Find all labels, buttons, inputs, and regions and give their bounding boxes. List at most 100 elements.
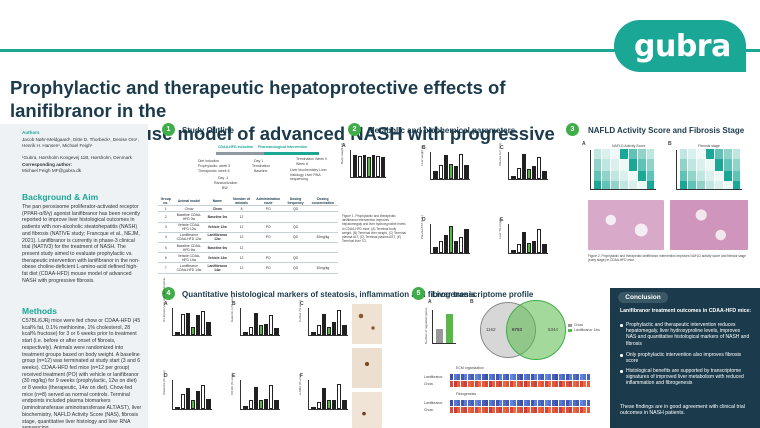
stack-segment [706,171,714,181]
table-cell: QD [283,232,308,243]
bar [376,155,381,177]
heatmap-cell [579,407,583,413]
heatmap-cell [576,400,580,406]
table-cell: 2 [158,211,174,223]
venn-center-count: 6753 [512,327,523,332]
section-5-title: Liver transcriptome profile [432,290,534,299]
heatmap-cell [583,407,587,413]
heatmap-cell [555,407,559,413]
chart-col1a1 [308,308,348,336]
table-row: 1 Chow Chow 8 PO QD [158,205,338,213]
heatmap-lanif-label-2: Lanifibranor [424,401,443,405]
stack-segment [628,181,637,189]
day0-label: Day -1 [218,176,229,180]
bar [175,332,180,335]
section-3-title: NAFLD Activity Score and Fibrosis Stage [588,126,745,135]
heatmap-cell [499,381,503,387]
conclusion-closing: These findings are in good agreement wit… [620,404,745,417]
bar [274,400,279,409]
heatmap-cell [551,400,555,406]
ihc-image-3 [352,392,382,428]
stack-segment [637,159,646,171]
heatmap-cell [467,381,471,387]
heatmap-cell [541,381,545,387]
heatmap-cell [450,381,454,387]
cdaa-label: CDAA-HFD induction [218,145,254,149]
bar [537,229,542,253]
heatmap-cell [527,374,531,380]
timeline-treatment-segment [264,152,319,155]
heatmap-cell [534,400,538,406]
bar [464,229,469,253]
heatmap-cell [516,407,520,413]
transcriptome-panel-a: A [428,299,432,305]
bar [258,400,264,409]
bar [243,332,248,335]
table-cell: 12 [230,252,253,264]
table-cell: Lanifibranor 12w [204,232,231,243]
bar [180,314,185,335]
heatmap-cell [467,400,471,406]
table-cell: PO [252,222,284,233]
bar [326,326,332,335]
conclusion-bullet-1: Prophylactic and therapeutic interventio… [626,322,750,347]
heatmap-cell [509,374,513,380]
heatmap-cell [471,381,475,387]
heatmap-cell [453,407,457,413]
heatmap-cell [509,407,513,413]
heatmap-cell [555,374,559,380]
table-cell: Baseline CDAA-HFD 3w [173,211,205,223]
bar [516,167,521,179]
panel-label: F [300,373,304,379]
bar [311,332,316,335]
bar [459,236,464,253]
table-cell: 4 [158,232,174,243]
bar [511,250,516,253]
heatmap-cell [527,407,531,413]
heatmap-cell [562,400,566,406]
heatmap-cell [530,374,534,380]
heatmap-cell [471,374,475,380]
heatmap-cell [485,381,489,387]
stack-segment [714,181,723,189]
bar [367,157,371,177]
heatmap-cell [586,407,590,413]
table-cell [307,211,338,223]
heatmap-cell [485,400,489,406]
panel-label: A [342,143,346,149]
heatmap-cell [576,374,580,380]
venn-right-count: 5344 [548,327,559,332]
table-cell: PO [252,262,284,274]
stack-segment [628,149,637,159]
heatmap-cell [544,374,548,380]
heatmap-cell [562,407,566,413]
ihc-image-1 [352,304,382,344]
heatmap-cell [555,400,559,406]
bar [201,385,206,409]
bar [342,325,347,335]
conclusion-panel: Conclusion Lanifibranor treatment outcom… [610,288,760,428]
bar [448,226,454,253]
bar [321,388,326,409]
bar [190,400,196,409]
bar [526,169,532,179]
heatmap-cell [541,407,545,413]
table-cell: 12 [230,232,253,243]
stack-segment [602,181,611,189]
heatmap-cell [541,374,545,380]
table-cell [307,242,338,254]
table-header: Dosing concentration [307,196,338,207]
chart-title: NAFLD Activity Score [612,144,646,148]
bar [443,155,448,179]
bar [438,241,443,253]
table-cell: QD [283,205,308,213]
bar [316,325,321,335]
heatmap-cell [523,400,527,406]
fibro-label: Fibrogenesis [456,392,477,396]
stack-segment [688,181,697,189]
transcriptome-panel-b: B [470,299,474,305]
section-2-number: 2 [348,123,361,136]
stack-segment [706,159,714,171]
heatmap-cell [520,400,524,406]
bar [357,156,362,177]
